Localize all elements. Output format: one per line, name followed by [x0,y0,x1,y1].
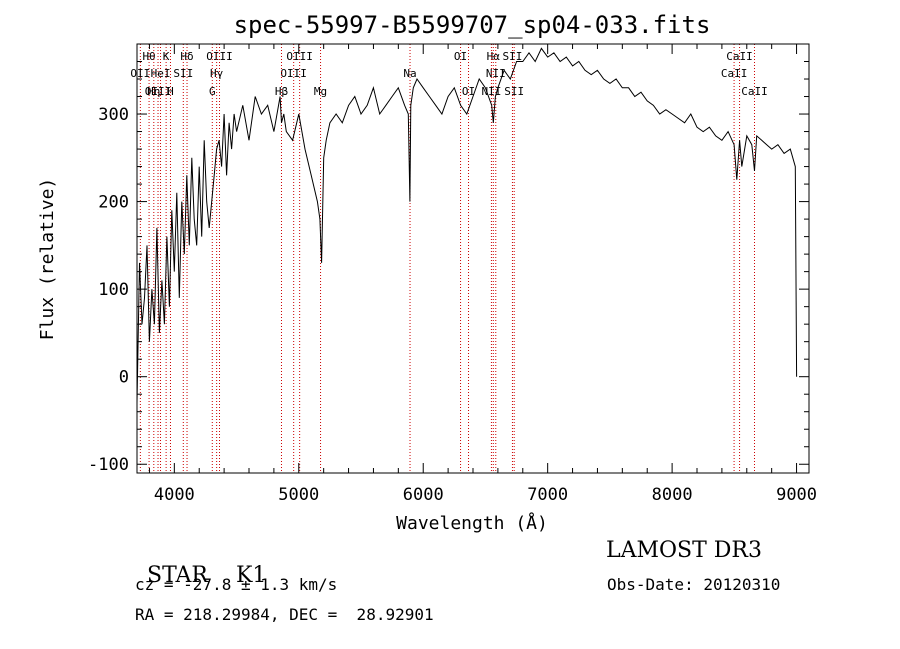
line-label-3: K [163,50,170,63]
line-label-17: OI [454,50,467,63]
y-tick-label-0: -100 [88,455,129,475]
x-tick-label-4: 8000 [652,485,693,505]
line-label-0: Hθ [142,50,155,63]
line-label-8: Hδ [180,50,193,63]
line-label-19: Hα [487,50,501,63]
x-tick-label-3: 7000 [527,485,568,505]
line-label-16: Na [403,67,416,80]
x-tick-label-2: 6000 [403,485,444,505]
line-label-20: SII [503,50,523,63]
line-label-13: OIII [280,67,307,80]
line-label-25: CaII [721,67,748,80]
x-tick-label-1: 5000 [278,485,319,505]
line-label-21: NII [486,67,506,80]
line-label-14: Hβ [275,85,289,98]
line-label-5: HeI [151,67,171,80]
line-label-4: H [167,85,174,98]
line-label-23: SII [504,85,524,98]
y-tick-label-1: 0 [119,368,129,388]
spectral-class: STAR K1 [133,538,266,588]
coordinates-text: RA = 218.29984, DEC = 28.92901 [135,605,434,624]
axes: 4000 5000 6000 7000 8000 9000 -100 0 100 200 300 [88,44,817,505]
line-label-9: OIII [206,50,233,63]
line-label-11: G [209,85,216,98]
line-label-1: OII [130,67,150,80]
line-label-18: OI [462,85,475,98]
object-class: STAR [147,563,208,588]
x-tick-label-0: 4000 [154,485,195,505]
object-subclass: K1 [235,563,267,588]
y-tick-label-3: 200 [98,193,129,213]
plot-frame [136,43,810,474]
line-label-7: Hη [147,85,160,98]
line-label-12: OIII [286,50,313,63]
obs-date: Obs-Date: 20120310 [607,575,781,594]
line-label-2: OIII [145,85,172,98]
line-label-6: SII [173,67,193,80]
survey-name: LAMOST DR3 [606,538,762,563]
flux-series-line [136,47,798,404]
line-label-26: CaII [741,85,768,98]
y-axis-label: Flux (relative) [37,178,58,341]
chart-title: spec-55997-B5599707_sp04-033.fits [234,11,711,39]
x-tick-label-5: 9000 [776,485,817,505]
y-tick-label-2: 100 [98,280,129,300]
line-label-15: Mg [314,85,327,98]
line-label-24: CaII [726,50,753,63]
line-label-10: Hγ [210,67,224,80]
x-axis-label: Wavelength (Å) [396,512,548,534]
redshift-text: cz = -27.8 ± 1.3 km/s [135,575,338,594]
y-tick-label-4: 300 [98,105,129,125]
